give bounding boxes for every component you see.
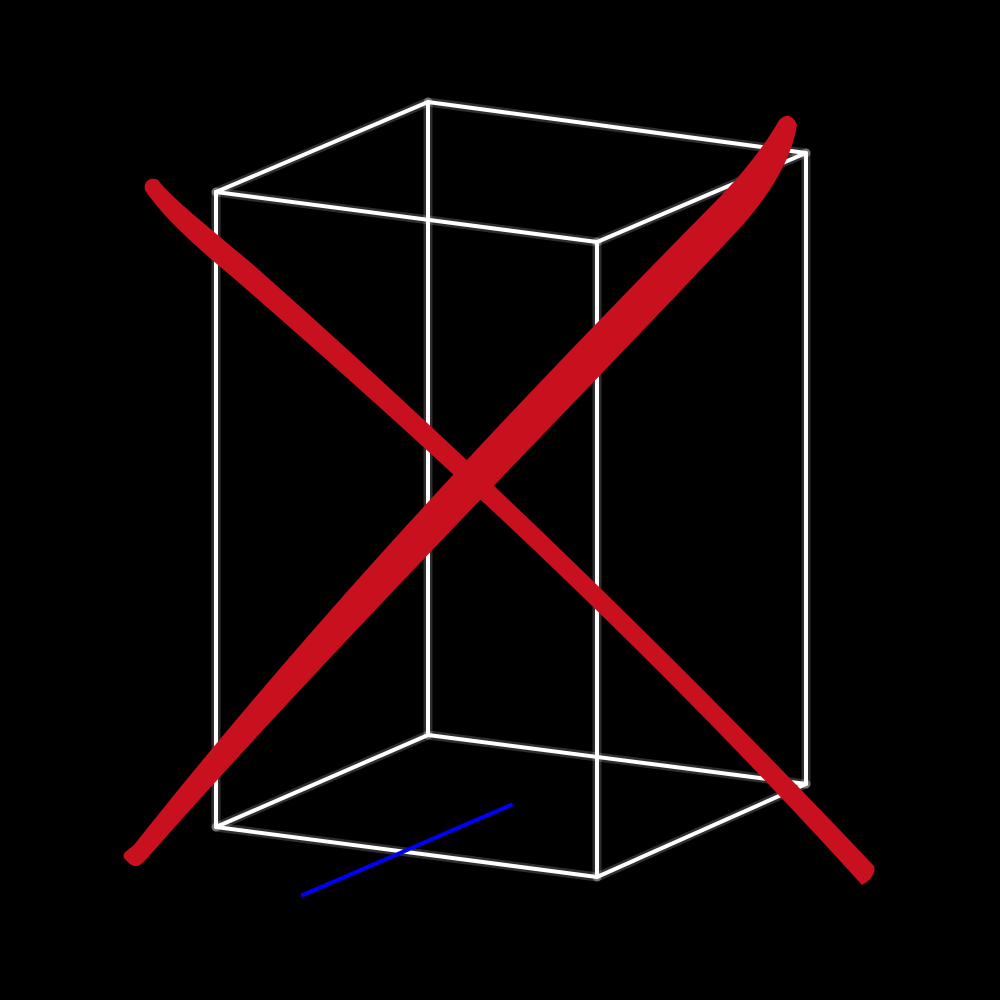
cross-stroke-ascending	[123, 115, 797, 867]
box-bottom-edge-right-front	[595, 782, 808, 879]
box-top-edge-left-back	[214, 100, 430, 194]
box-bottom-edge-left-back	[214, 733, 430, 829]
box-top-edge-front	[214, 190, 599, 244]
box-bottom-edge-back	[426, 733, 808, 786]
box-top-edge-back	[426, 100, 808, 155]
red-x-cross-out-icon	[123, 115, 875, 885]
blue-axis-line	[301, 803, 513, 897]
cross-stroke-descending	[144, 178, 875, 885]
